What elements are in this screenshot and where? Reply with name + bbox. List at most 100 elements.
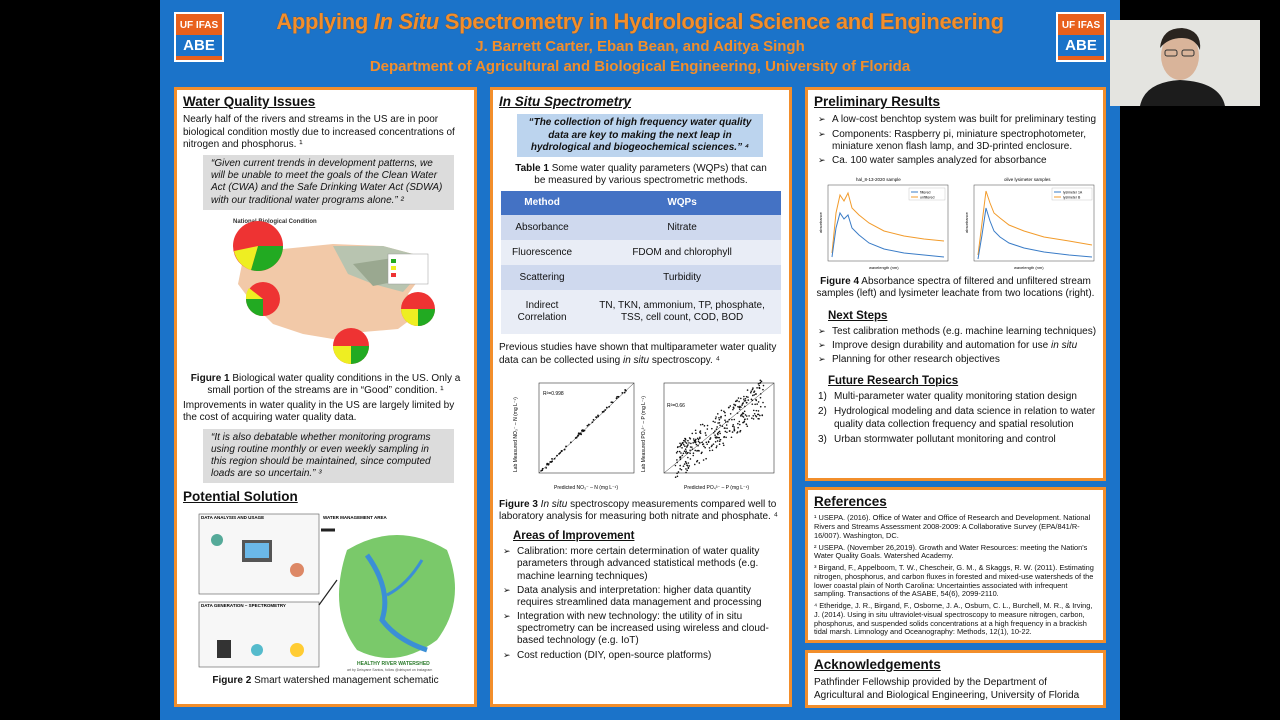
figure3-caption: Figure 3 In situ spectroscopy measuremen… bbox=[499, 498, 778, 522]
scatter-point bbox=[716, 432, 719, 435]
scatter-point bbox=[685, 462, 688, 464]
scatter-point bbox=[726, 431, 728, 433]
scatter-point bbox=[762, 388, 764, 391]
scatter-point bbox=[690, 442, 692, 445]
scatter-point bbox=[750, 390, 753, 392]
poster-authors: J. Barrett Carter, Eban Bean, and Aditya… bbox=[475, 38, 805, 55]
acknowledgements-panel: Acknowledgements Pathfinder Fellowship p… bbox=[805, 650, 1106, 708]
scatter-point bbox=[738, 420, 741, 423]
scatter-point bbox=[746, 425, 749, 427]
scatter-point bbox=[756, 403, 758, 405]
scatter-point bbox=[676, 475, 679, 477]
scatter-point bbox=[556, 454, 558, 457]
scatter-point bbox=[752, 414, 755, 417]
scatter-point bbox=[746, 389, 749, 391]
scatter-point bbox=[742, 411, 744, 414]
scatter-point bbox=[551, 457, 553, 460]
scatter-point bbox=[686, 464, 689, 467]
previous-studies-text: Previous studies have shown that multipa… bbox=[499, 342, 777, 366]
scatter-point bbox=[718, 430, 721, 432]
scatter-point bbox=[689, 437, 692, 440]
ufifas-logo-left: UF IFAS ABE bbox=[174, 12, 224, 62]
scatter-point bbox=[685, 442, 688, 444]
scatter-point bbox=[580, 433, 583, 436]
scatter-point bbox=[689, 452, 691, 454]
scatter-point bbox=[565, 445, 567, 448]
scatter-point bbox=[709, 438, 711, 440]
svg-text:R²=0.998: R²=0.998 bbox=[543, 391, 564, 397]
scatter-point bbox=[676, 446, 679, 448]
scatter-point bbox=[577, 434, 580, 436]
next-steps-list: Test calibration methods (e.g. machine l… bbox=[818, 326, 1097, 367]
scatter-point bbox=[723, 436, 725, 438]
scatter-point bbox=[754, 414, 757, 417]
scatter-point bbox=[720, 409, 723, 411]
scatter-point bbox=[693, 463, 696, 466]
scatter-point bbox=[733, 427, 736, 430]
scatter-point bbox=[759, 392, 762, 395]
scatter-point bbox=[689, 445, 692, 448]
list-item: Planning for other research objectives bbox=[818, 354, 1097, 366]
scatter-point bbox=[744, 399, 747, 402]
scatter-point bbox=[758, 417, 760, 420]
scatter-point bbox=[703, 445, 705, 447]
scatter-point bbox=[733, 426, 735, 428]
scatter-point bbox=[752, 387, 754, 389]
scatter-point bbox=[736, 412, 739, 414]
scatter-point bbox=[701, 423, 704, 426]
svg-text:National Biological Condition: National Biological Condition bbox=[233, 219, 317, 225]
scatter-point bbox=[719, 424, 721, 426]
scatter-point bbox=[725, 420, 727, 423]
lysimeter-spectra-plot: olive lysimeter samples lysimeter 1A lys… bbox=[964, 177, 1095, 270]
scatter-point bbox=[553, 457, 556, 460]
scatter-point bbox=[712, 431, 715, 434]
scatter-point bbox=[711, 427, 713, 430]
scatter-point bbox=[748, 414, 750, 417]
scatter-point bbox=[706, 428, 709, 430]
scatter-point bbox=[727, 420, 729, 423]
list-item: Improve design durability and automation… bbox=[818, 340, 1097, 352]
svg-text:lysimeter 1A: lysimeter 1A bbox=[1063, 191, 1083, 195]
scatter-point bbox=[688, 464, 691, 467]
scatter-point bbox=[546, 462, 549, 465]
scatter-point bbox=[678, 450, 681, 453]
scatter-point bbox=[758, 384, 761, 387]
quote-high-frequency: “The collection of high frequency water … bbox=[517, 114, 763, 158]
scatter-point bbox=[722, 442, 724, 444]
scatter-point bbox=[709, 436, 712, 439]
scatter-point bbox=[737, 405, 739, 408]
scatter-point bbox=[744, 418, 746, 420]
scatter-point bbox=[731, 431, 734, 433]
scatter-point bbox=[718, 416, 720, 419]
next-steps-heading: Next Steps bbox=[828, 309, 888, 322]
scatter-point bbox=[759, 381, 762, 384]
scatter-point bbox=[690, 446, 693, 448]
scatter-point bbox=[560, 449, 563, 452]
scatter-point bbox=[597, 415, 600, 418]
list-item: Test calibration methods (e.g. machine l… bbox=[818, 326, 1097, 338]
scatter-point bbox=[714, 417, 717, 420]
scatter-point bbox=[715, 446, 718, 449]
scatter-point bbox=[595, 415, 597, 418]
svg-text:olive lysimeter samples: olive lysimeter samples bbox=[1004, 177, 1051, 182]
scatter-point bbox=[684, 445, 686, 447]
scatter-point bbox=[708, 446, 711, 449]
svg-text:filtered: filtered bbox=[920, 191, 931, 195]
list-item: Integration with new technology: the uti… bbox=[503, 611, 783, 648]
scatter-point bbox=[745, 401, 748, 404]
scatter-point bbox=[699, 430, 702, 432]
scatter-point bbox=[701, 443, 704, 446]
water-quality-intro: Nearly half of the rivers and streams in… bbox=[183, 114, 455, 150]
scatter-point bbox=[733, 429, 736, 432]
scatter-point bbox=[586, 424, 589, 427]
scatter-point bbox=[692, 441, 694, 444]
scatter-point bbox=[729, 412, 732, 415]
list-item: 1) Multi-parameter water quality monitori… bbox=[818, 391, 1077, 403]
scatter-point bbox=[724, 414, 727, 417]
figure4-caption: Figure 4 Absorbance spectra of filtered … bbox=[816, 276, 1095, 300]
scatter-point bbox=[703, 424, 706, 427]
scatter-point bbox=[758, 386, 760, 389]
scatter-point bbox=[689, 449, 691, 451]
scatter-point bbox=[697, 449, 699, 452]
